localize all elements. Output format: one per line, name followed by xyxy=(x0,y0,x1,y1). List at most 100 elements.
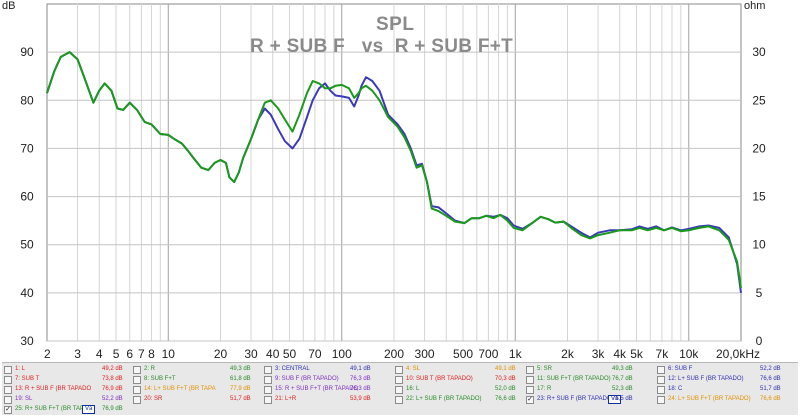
chart-subtitle: R + SUB F vs R + SUB F+T xyxy=(250,36,514,57)
chart-title: SPL xyxy=(376,14,415,35)
legend-checkbox[interactable] xyxy=(133,366,141,374)
legend-checkbox[interactable] xyxy=(264,396,272,404)
legend-item[interactable]: ✓ 23: R+ SUB F (BR TAPADO) Vá 76,5 dB xyxy=(526,395,654,404)
legend-item[interactable]: 3: CENTRAL 49,1 dB xyxy=(264,365,392,374)
legend-checkbox[interactable] xyxy=(4,386,12,394)
legend-label: 6: SUB F xyxy=(668,366,693,372)
legend-label: 14: L+ SUB F+T (BR TAPA xyxy=(144,386,216,392)
legend-item[interactable]: 2: R 49,3 dB xyxy=(133,365,261,374)
legend-value: 53,9 dB xyxy=(350,396,371,402)
legend-item[interactable]: 15: R + SUB F+T (BR TAPADO 76,3 dB xyxy=(264,385,392,394)
legend-item[interactable]: 11: SUB F+T (BR TAPADO) 76,7 dB xyxy=(526,375,654,384)
legend-checkbox[interactable] xyxy=(264,386,272,394)
y-tick-label-left: 30 xyxy=(20,334,34,348)
legend-item[interactable]: 14: L+ SUB F+T (BR TAPA 77,9 dB xyxy=(133,385,261,394)
x-tick-label: 700 xyxy=(478,347,498,361)
legend-item[interactable]: 19: SL 52,2 dB xyxy=(4,395,132,404)
legend-checkbox[interactable] xyxy=(4,396,12,404)
legend-checkbox[interactable] xyxy=(4,376,12,384)
x-tick-label: 30 xyxy=(244,347,258,361)
legend-value: 49,3 dB xyxy=(612,366,633,372)
x-tick-label: 3k xyxy=(592,347,606,361)
legend-item[interactable]: 12: L+ SUB F (BR TAPADO) 76,6 dB xyxy=(657,375,785,384)
y-tick-label-left: 60 xyxy=(20,190,34,204)
x-tick-label: 5k xyxy=(630,347,644,361)
y-tick-label-left: 40 xyxy=(20,286,34,300)
legend-value: 61,8 dB xyxy=(230,376,251,382)
legend-item[interactable]: ✓ 25: R+ SUB F+T (BR TAPA Vá 76,9 dB xyxy=(4,405,132,414)
legend-label: 7: SUB T xyxy=(15,376,40,382)
x-tick-label: 5 xyxy=(113,347,120,361)
legend-item[interactable]: 9: SUB F (BR TAPADO) 76,3 dB xyxy=(264,375,392,384)
legend-item[interactable]: 16: L 52,0 dB xyxy=(395,385,523,394)
legend-checkbox[interactable] xyxy=(657,396,665,404)
legend-checkbox[interactable] xyxy=(395,396,403,404)
x-tick-label: 20 xyxy=(214,347,228,361)
legend-checkbox[interactable] xyxy=(395,376,403,384)
legend-checkbox[interactable] xyxy=(264,366,272,374)
legend-selected-marker[interactable]: Vá xyxy=(608,395,622,404)
legend-label: 24: L+ SUB F+T (BR TAPADO) xyxy=(668,396,751,402)
legend-item[interactable]: 21: L+R 53,9 dB xyxy=(264,395,392,404)
legend-selected-marker[interactable]: Vá xyxy=(82,405,96,414)
legend-value: 73,8 dB xyxy=(102,376,123,382)
legend-label: 5: SR xyxy=(537,366,553,372)
legend-item[interactable]: 18: C 51,7 dB xyxy=(657,385,785,394)
legend-value: 51,7 dB xyxy=(760,386,781,392)
legend-item[interactable]: 17: R 52,3 dB xyxy=(526,385,654,394)
x-tick-label: 6 xyxy=(126,347,133,361)
legend-checkbox[interactable] xyxy=(4,366,12,374)
legend-item[interactable]: 20: SR 51,7 dB xyxy=(133,395,261,404)
legend-label: 9: SUB F (BR TAPADO) xyxy=(275,376,339,382)
y-tick-label-right: 0 xyxy=(756,334,763,348)
legend-item[interactable]: 10: SUB T (BR TAPADO) 70,3 dB xyxy=(395,375,523,384)
legend-value: 76,5 dB xyxy=(612,396,633,402)
x-tick-label: 4k xyxy=(613,347,627,361)
legend-item[interactable]: 24: L+ SUB F+T (BR TAPADO) 76,6 dB xyxy=(657,395,785,404)
y-tick-label-right: 5 xyxy=(756,286,763,300)
legend-checkbox[interactable] xyxy=(657,386,665,394)
legend-label: 25: R+ SUB F+T (BR TAPA xyxy=(15,406,88,412)
x-tick-label: 8 xyxy=(148,347,155,361)
legend-label: 1: L xyxy=(15,366,26,372)
legend-checkbox[interactable] xyxy=(526,376,534,384)
x-tick-label: 10k xyxy=(679,347,699,361)
y-tick-label-left: 90 xyxy=(20,45,34,59)
y-tick-labels-left: 30 40 50 60 70 80 90 xyxy=(20,45,34,348)
legend-item[interactable]: 22: L+ SUB F (BR TAPADO) 76,6 dB xyxy=(395,395,523,404)
legend-checkbox[interactable] xyxy=(133,396,141,404)
legend-item[interactable]: 4: SL 49,1 dB xyxy=(395,365,523,374)
y-axis-unit-right: ohm xyxy=(744,0,766,12)
legend-item[interactable]: 8: SUB F+T 61,8 dB xyxy=(133,375,261,384)
legend-value: 76,9 dB xyxy=(102,386,123,392)
legend-item[interactable]: 13: R + SUB F (BR TAPADO 76,9 dB xyxy=(4,385,132,394)
legend-checkbox[interactable] xyxy=(133,386,141,394)
y-tick-label-right: 15 xyxy=(752,190,766,204)
legend-label: 22: L+ SUB F (BR TAPADO) xyxy=(406,396,482,402)
x-tick-label: 2k xyxy=(561,347,575,361)
series-layer xyxy=(46,51,742,294)
legend-checkbox[interactable] xyxy=(526,386,534,394)
legend-label: 21: L+R xyxy=(275,396,297,402)
legend-item[interactable]: 5: SR 49,3 dB xyxy=(526,365,654,374)
legend-value: 49,2 dB xyxy=(102,366,123,372)
legend-value: 52,2 dB xyxy=(760,366,781,372)
legend-item[interactable]: 1: L 49,2 dB xyxy=(4,365,132,374)
legend-label: 11: SUB F+T (BR TAPADO) xyxy=(537,376,611,382)
legend-value: 76,3 dB xyxy=(350,376,371,382)
x-tick-labels: 2 3 4 5 6 7 8 10 20 30 40 50 70 100 200 300 500 700 1k 2k 3k… xyxy=(44,347,760,361)
legend-checkbox[interactable] xyxy=(657,366,665,374)
legend-checkbox[interactable] xyxy=(526,366,534,374)
legend-checkbox[interactable]: ✓ xyxy=(4,406,12,414)
legend-value: 76,9 dB xyxy=(102,406,123,412)
x-tick-label: 1k xyxy=(509,347,523,361)
legend-checkbox[interactable] xyxy=(264,376,272,384)
legend-item[interactable]: 6: SUB F 52,2 dB xyxy=(657,365,785,374)
legend-checkbox[interactable]: ✓ xyxy=(526,396,534,404)
legend-checkbox[interactable] xyxy=(133,376,141,384)
legend-checkbox[interactable] xyxy=(395,366,403,374)
legend-checkbox[interactable] xyxy=(395,386,403,394)
legend-value: 52,3 dB xyxy=(612,386,633,392)
legend-checkbox[interactable] xyxy=(657,376,665,384)
legend-item[interactable]: 7: SUB T 73,8 dB xyxy=(4,375,132,384)
